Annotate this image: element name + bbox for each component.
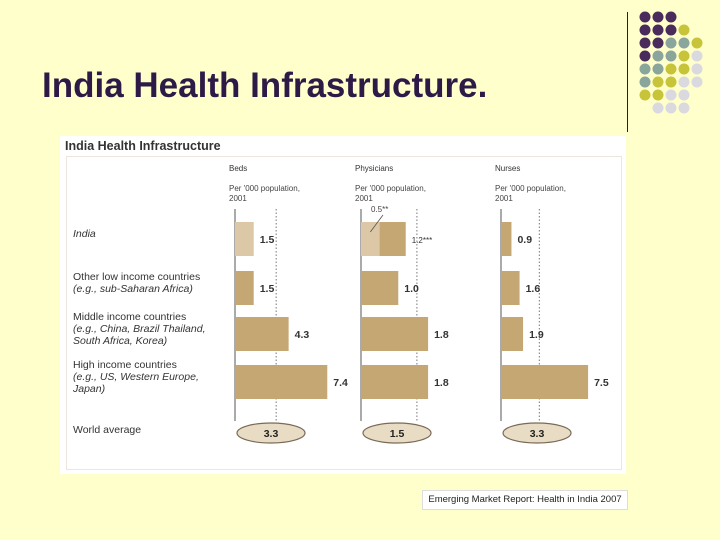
decorative-dot [652,37,664,49]
chart-figure: India Health Infrastructure India Other l… [60,136,626,474]
world-average-value: 1.5 [390,428,405,440]
decorative-dot [665,89,677,101]
category-label: India [73,228,96,240]
world-average-ellipse [502,422,572,444]
decorative-dot [652,24,664,36]
decorative-dot [691,63,703,75]
data-label: 7.4 [333,377,348,389]
decorative-dot [639,63,651,75]
decorative-dot [691,76,703,88]
series-subtitle: Per '000 population, [229,184,300,193]
chart-title: India Health Infrastructure [65,139,221,153]
category-label-line: South Africa, Korea) [73,335,167,347]
category-label: High income countries (e.g., US, Western … [72,359,199,395]
series-name: Nurses [495,164,520,173]
decorative-dot [652,89,664,101]
category-label-line: High income countries [73,359,177,371]
data-label: 1.8 [434,377,449,389]
series-subtitle: 2001 [229,194,247,203]
decorative-dot [639,89,651,101]
category-label: Middle income countries (e.g., China, Bra… [73,311,205,347]
title-divider-line [627,12,628,132]
bar [501,271,520,305]
category-label-line: (e.g., US, Western Europe, [73,371,199,383]
decorative-dot [652,102,664,114]
bar [235,271,254,305]
data-label: 1.9 [529,329,544,341]
category-label-line: (e.g., sub-Saharan Africa) [73,283,193,295]
bar-inner [361,222,380,256]
data-label: 0.9 [517,234,532,246]
category-label-line: (e.g., China, Brazil Thailand, [73,323,205,335]
bar-inner-label: 0.5** [371,205,388,214]
decorative-dot [652,76,664,88]
bar-inner-pointer [369,214,384,233]
data-label: 1.0 [404,283,419,295]
decorative-dot [665,37,677,49]
decorative-dot [639,37,651,49]
bar [501,365,589,399]
series-subtitle: Per '000 population, [495,184,566,193]
category-label-line: Japan) [72,383,105,395]
decorative-dot [639,24,651,36]
series-subtitle: 2001 [495,194,513,203]
world-average-value: 3.3 [264,428,279,440]
series-subtitle: 2001 [355,194,373,203]
decorative-dot [652,63,664,75]
decorative-dot [678,89,690,101]
decorative-dot [678,76,690,88]
decorative-dot [665,24,677,36]
data-label: 1.2*** [412,236,432,245]
bar [361,365,429,399]
decorative-dot [665,11,677,23]
decorative-dot [652,11,664,23]
decorative-dot [678,37,690,49]
chart-panel: India Other low income countries (e.g., su… [66,156,622,470]
category-label-line: Other low income countries [73,271,200,283]
world-average-ellipse [362,422,432,444]
data-label: 1.8 [434,329,449,341]
world-average-ellipse [236,422,306,444]
data-label: 4.3 [295,329,310,341]
decorative-dot [665,76,677,88]
bar [501,222,512,256]
decorative-dot [665,102,677,114]
decorative-dot [678,24,690,36]
data-label: 1.5 [260,283,275,295]
series-subtitle: Per '000 population, [355,184,426,193]
series-name: Beds [229,164,247,173]
decorative-dot [639,76,651,88]
decorative-dot [691,50,703,62]
bar [501,317,524,351]
category-label: Other low income countries (e.g., sub-Sah… [73,271,200,295]
bar [361,271,399,305]
chart-canvas: India Other low income countries (e.g., su… [72,164,609,444]
bar [235,317,289,351]
world-average-value: 3.3 [530,428,545,440]
world-average-label: World average [73,424,141,436]
data-label: 7.5 [594,377,609,389]
decorative-dot [691,37,703,49]
decorative-dot [665,50,677,62]
category-label-line: Middle income countries [73,311,186,323]
decorative-dot [665,63,677,75]
category-label-line: India [73,228,96,240]
chart-title-text: India Health Infrastructure [65,139,221,153]
decorative-dot [639,50,651,62]
decorative-dot [678,63,690,75]
decorative-dot [652,50,664,62]
bar [361,317,429,351]
slide-title: India Health Infrastructure. [42,66,488,105]
decorative-dot [678,102,690,114]
data-label: 1.6 [526,283,541,295]
decorative-dot-grid [639,11,703,114]
bar [235,365,328,399]
source-caption: Emerging Market Report: Health in India … [422,490,628,510]
bar [235,222,254,256]
data-label: 1.5 [260,234,275,246]
decorative-dot [678,50,690,62]
decorative-dot [639,11,651,23]
series-name: Physicians [355,164,393,173]
